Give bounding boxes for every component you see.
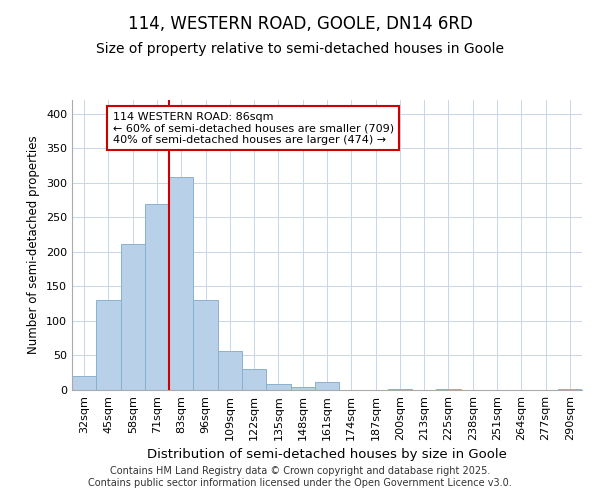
Y-axis label: Number of semi-detached properties: Number of semi-detached properties — [28, 136, 40, 354]
Text: 114 WESTERN ROAD: 86sqm
← 60% of semi-detached houses are smaller (709)
40% of s: 114 WESTERN ROAD: 86sqm ← 60% of semi-de… — [113, 112, 394, 145]
Bar — [72, 376, 96, 390]
Bar — [315, 382, 339, 390]
Bar — [436, 388, 461, 390]
Bar — [218, 350, 242, 390]
Bar — [96, 300, 121, 390]
Text: Size of property relative to semi-detached houses in Goole: Size of property relative to semi-detach… — [96, 42, 504, 56]
X-axis label: Distribution of semi-detached houses by size in Goole: Distribution of semi-detached houses by … — [147, 448, 507, 462]
Text: Contains HM Land Registry data © Crown copyright and database right 2025.
Contai: Contains HM Land Registry data © Crown c… — [88, 466, 512, 487]
Bar — [193, 300, 218, 390]
Bar — [290, 386, 315, 390]
Bar — [145, 204, 169, 390]
Bar — [242, 370, 266, 390]
Bar — [169, 178, 193, 390]
Text: 114, WESTERN ROAD, GOOLE, DN14 6RD: 114, WESTERN ROAD, GOOLE, DN14 6RD — [128, 15, 472, 33]
Bar — [266, 384, 290, 390]
Bar — [121, 244, 145, 390]
